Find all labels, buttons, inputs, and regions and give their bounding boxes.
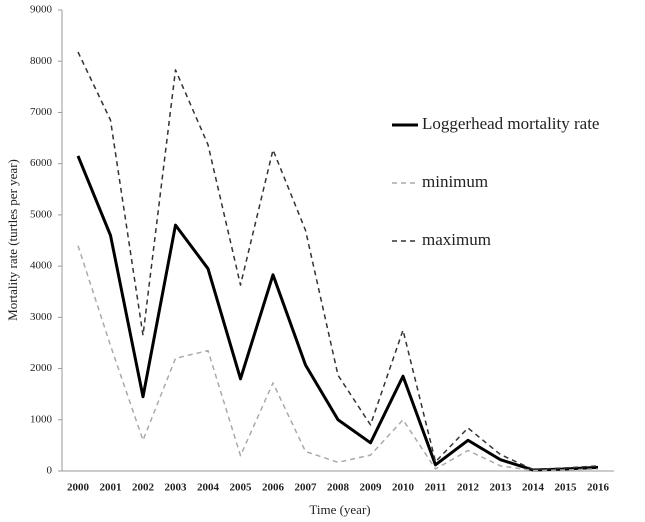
- x-axis-label: Time (year): [309, 502, 370, 517]
- y-tick-label: 3000: [30, 311, 53, 323]
- x-tick-label: 2004: [197, 482, 220, 494]
- data-line: [76, 155, 599, 472]
- y-tick-label: 1000: [30, 413, 53, 425]
- x-tick-label: 2002: [132, 482, 155, 494]
- x-tick-label: 2014: [522, 482, 545, 494]
- y-axis-label: Mortality rate (turtles per year): [5, 159, 20, 321]
- y-tick-label: 6000: [30, 157, 53, 169]
- x-tick-label: 2015: [555, 482, 578, 494]
- x-tick-label: 2001: [100, 482, 122, 494]
- x-tick-label: 2003: [165, 482, 188, 494]
- x-tick-label: 2006: [262, 482, 285, 494]
- y-tick-label: 7000: [30, 106, 53, 118]
- y-tick-label: 2000: [30, 362, 53, 374]
- x-tick-label: 2005: [230, 482, 253, 494]
- x-tick-label: 2009: [360, 482, 383, 494]
- x-tick-label: 2010: [392, 482, 415, 494]
- y-tick-label: 8000: [30, 55, 53, 67]
- x-tick-label: 2007: [295, 482, 318, 494]
- x-tick-label: 2016: [587, 482, 610, 494]
- y-tick-label: 0: [47, 465, 53, 477]
- x-tick-label: 2012: [457, 482, 480, 494]
- legend-label: minimum: [422, 172, 488, 191]
- y-tick-label: 5000: [30, 208, 53, 220]
- data-line: [77, 51, 599, 471]
- legend-label: maximum: [422, 230, 491, 249]
- y-tick-label: 9000: [30, 4, 53, 16]
- x-tick-label: 2011: [425, 482, 446, 494]
- data-line: [77, 245, 599, 472]
- y-tick-label: 4000: [30, 260, 53, 272]
- x-tick-label: 2013: [490, 482, 513, 494]
- x-tick-label: 2000: [67, 482, 90, 494]
- legend-label: Loggerhead mortality rate: [422, 114, 599, 133]
- x-tick-label: 2008: [327, 482, 350, 494]
